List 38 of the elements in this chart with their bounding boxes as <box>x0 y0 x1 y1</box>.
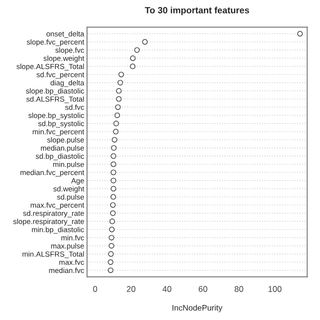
point <box>108 234 114 240</box>
point <box>110 170 116 176</box>
point <box>112 136 118 143</box>
point <box>108 251 114 257</box>
x-axis-title: IncNodePurity <box>172 304 222 312</box>
point <box>109 218 116 224</box>
chart-title: To 30 important features <box>144 6 250 16</box>
point <box>110 210 116 216</box>
point <box>108 267 114 274</box>
point <box>110 194 116 200</box>
point <box>117 80 124 86</box>
point <box>110 145 117 151</box>
point <box>110 186 116 192</box>
point <box>114 112 120 118</box>
point <box>297 30 303 37</box>
x-tick-label: 0 <box>93 286 98 292</box>
point <box>115 104 121 110</box>
point <box>134 47 140 53</box>
x-tick-label: 100 <box>268 286 282 292</box>
point <box>142 39 148 45</box>
point <box>108 259 114 265</box>
point <box>116 88 122 94</box>
point <box>110 161 116 168</box>
x-tick-label: 20 <box>126 286 136 292</box>
x-tick-label: 40 <box>162 286 172 292</box>
point <box>109 226 115 232</box>
point <box>110 153 116 159</box>
point <box>112 128 119 134</box>
point <box>113 120 119 126</box>
point <box>130 64 136 70</box>
point <box>110 202 116 208</box>
point <box>110 178 116 184</box>
point <box>118 72 124 78</box>
point <box>108 242 114 249</box>
x-tick-label: 60 <box>198 286 208 292</box>
point <box>116 96 122 102</box>
x-tick-label: 80 <box>234 286 244 292</box>
point <box>130 55 136 62</box>
